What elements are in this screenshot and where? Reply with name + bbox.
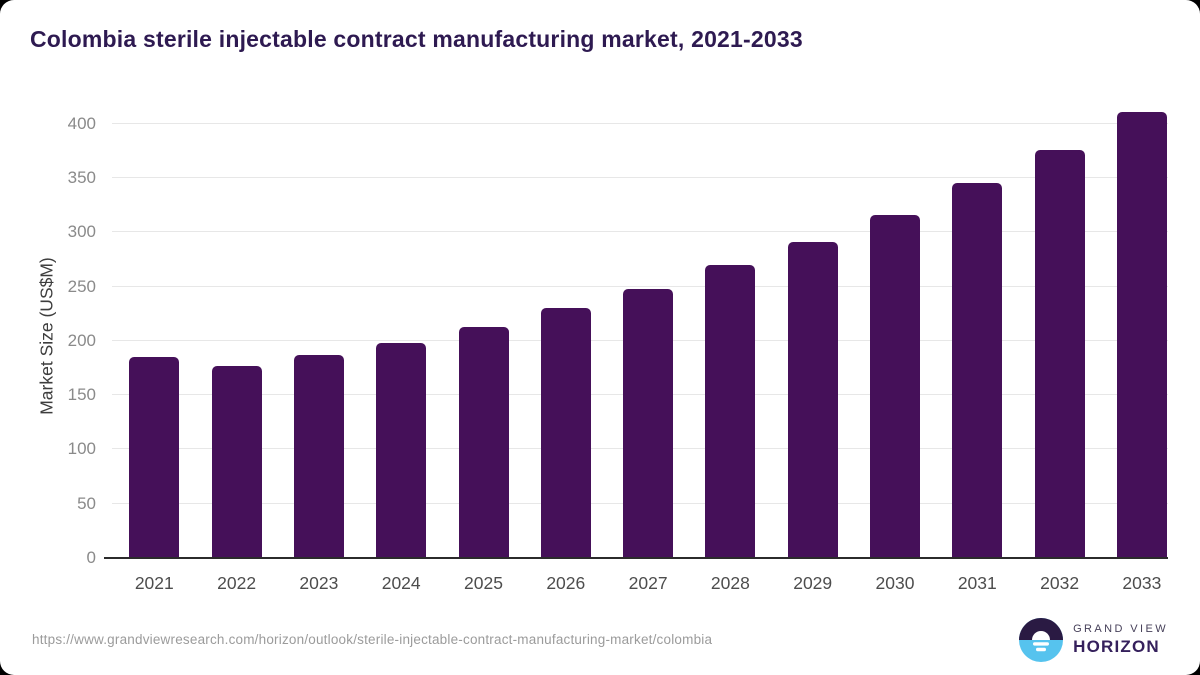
bar-2031 [952, 183, 1003, 558]
y-tick-label-400: 400 [67, 113, 96, 133]
x-tick-label-2026: 2026 [546, 573, 586, 593]
page-title: Colombia sterile injectable contract man… [30, 26, 803, 52]
bar-2021 [129, 357, 180, 558]
x-tick-label-2027: 2027 [628, 573, 668, 593]
bar-2030 [870, 214, 920, 558]
gridline-400 [112, 122, 1168, 124]
bar-2027 [623, 288, 674, 558]
brand-name-bottom: HORIZON [1073, 637, 1160, 657]
y-tick-label-0: 0 [86, 548, 96, 567]
gridline-250 [112, 285, 1168, 287]
y-tick-label-200: 200 [67, 330, 96, 350]
horizon-sun-circle-icon [1019, 618, 1064, 662]
bar-2025 [458, 326, 509, 558]
bar-2029 [787, 241, 838, 558]
brand-name-top: GRAND VIEW [1073, 622, 1168, 635]
y-tick-label-350: 350 [67, 167, 96, 187]
y-tick-label-300: 300 [67, 222, 96, 242]
bar-2022 [211, 365, 262, 558]
source-url: https://www.grandviewresearch.com/horizo… [32, 632, 713, 647]
y-tick-label-150: 150 [67, 385, 96, 405]
x-tick-label-2032: 2032 [1040, 573, 1080, 593]
x-tick-label-2022: 2022 [217, 573, 257, 593]
y-axis-label: Market Size (US$M) [36, 257, 57, 415]
x-tick-label-2023: 2023 [299, 573, 339, 593]
x-tick-label-2031: 2031 [957, 573, 997, 593]
x-tick-label-2024: 2024 [381, 573, 421, 593]
x-tick-label-2028: 2028 [710, 573, 750, 593]
bar-2032 [1034, 149, 1085, 558]
y-tick-label-250: 250 [67, 276, 96, 296]
gridline-350 [112, 176, 1168, 178]
brand-logo: GRAND VIEW HORIZON [1019, 618, 1168, 662]
x-axis-line [104, 557, 1168, 559]
bar-2023 [293, 354, 344, 558]
bar-2028 [705, 264, 756, 558]
bar-chart-plot-area: 0 50 100 150 200 250 300 350 400 2021 2022 2023 202… [68, 108, 1168, 593]
x-tick-label-2029: 2029 [793, 573, 833, 593]
y-tick-label-50: 50 [77, 493, 96, 513]
x-tick-label-2025: 2025 [464, 573, 503, 593]
x-tick-label-2021: 2021 [134, 573, 174, 593]
gridline-300 [112, 231, 1168, 233]
x-tick-label-2033: 2033 [1122, 573, 1162, 593]
bar-2033 [1116, 111, 1167, 558]
bar-2024 [376, 342, 427, 558]
bar-2026 [540, 308, 591, 558]
x-tick-label-2030: 2030 [875, 573, 915, 593]
y-tick-label-100: 100 [67, 439, 96, 459]
brand-wordmark: GRAND VIEW HORIZON [1073, 623, 1168, 658]
